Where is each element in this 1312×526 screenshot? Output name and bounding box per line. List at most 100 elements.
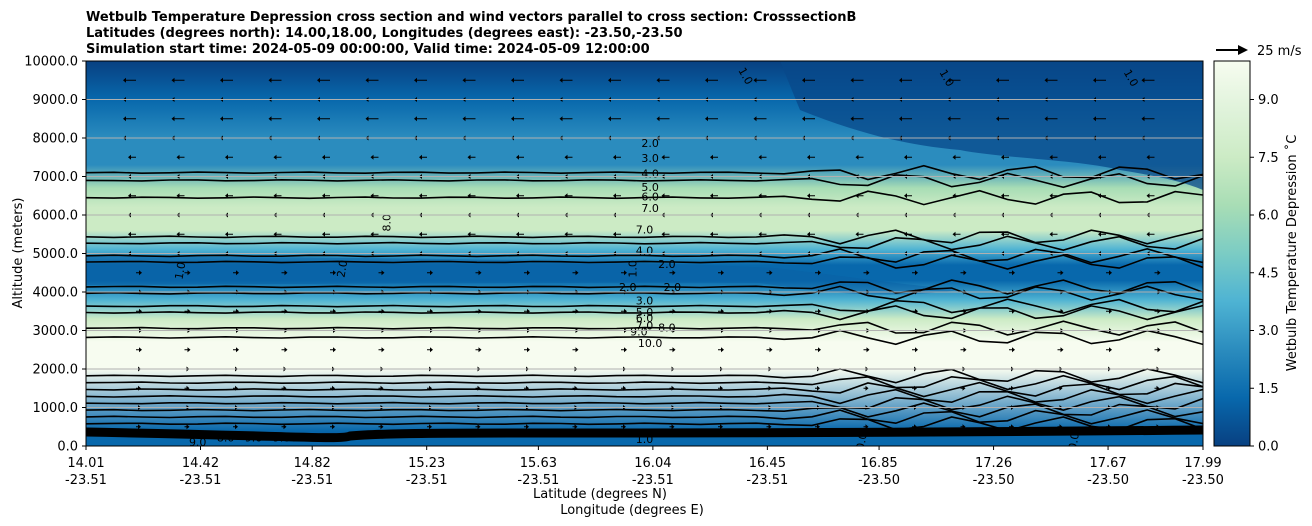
wind-vector-arrowhead <box>575 270 579 276</box>
wind-vector-arrowhead <box>380 385 384 391</box>
wind-vector-arrowhead <box>855 193 859 199</box>
wind-vector-arrowhead <box>1001 154 1004 160</box>
wind-vector-arrowhead <box>1060 308 1064 314</box>
wind-vector-arrowhead <box>467 154 471 160</box>
upper-dry-region-east <box>780 61 1203 190</box>
wind-vector-arrowhead <box>236 270 239 276</box>
y-tick-label: 6000.0 <box>33 209 79 224</box>
contour-line <box>86 254 1203 270</box>
wind-vector-arrowhead <box>462 77 466 83</box>
surface-contour-band <box>86 425 1203 443</box>
wind-vector-arrowhead <box>139 347 142 353</box>
wind-vector-arrowhead <box>1044 77 1048 83</box>
chart-title-line-3: Simulation start time: 2024-05-09 00:00:… <box>86 42 650 57</box>
wind-vector-arrowhead <box>430 270 433 276</box>
wind-vector-arrowhead <box>527 270 530 276</box>
wind-vector-arrowhead <box>268 116 272 122</box>
contour-lines <box>86 164 1203 443</box>
colorbar-tick-label: 9.0 <box>1258 93 1279 108</box>
wind-vector-arrowhead <box>817 385 820 391</box>
wind-vector-arrowhead <box>419 193 422 199</box>
wind-vector-arrowhead <box>855 231 859 237</box>
wind-vector-arrowhead <box>575 308 579 314</box>
wind-vector-arrowhead <box>963 270 967 276</box>
contour-labels: 1.0 1.0 1.02.03.04.05.06.07.08.0 7.04.02.01… <box>173 65 1141 451</box>
contour-line <box>86 164 1203 181</box>
contour-label: 0.0 <box>636 427 654 440</box>
wind-vector-arrowhead <box>365 77 369 83</box>
wind-vector-arrowhead <box>952 193 956 199</box>
wind-vector-arrowhead <box>850 116 854 122</box>
wind-vector-arrowhead <box>753 116 757 122</box>
y-axis-label: Altitude (meters) <box>11 198 26 309</box>
x-tick-label-lat: 16.85 <box>860 456 897 471</box>
wind-vector-arrowhead <box>322 193 325 199</box>
chart-title-line-2: Latitudes (degrees north): 14.00,18.00, … <box>86 26 683 41</box>
wind-vector-arrowhead <box>128 231 131 237</box>
wind-vector-arrowhead <box>1156 385 1160 391</box>
wind-vector-arrowhead <box>236 308 239 314</box>
contour-line <box>86 189 1203 206</box>
wind-vector-arrowhead <box>947 116 951 122</box>
y-tick-label: 3000.0 <box>33 324 79 339</box>
y-tick-label: 9000.0 <box>33 93 79 108</box>
wind-vector-arrowhead <box>235 424 238 430</box>
wind-vector-arrowhead <box>963 308 967 314</box>
x-tick-label-lon: -23.51 <box>406 473 448 488</box>
wind-vector-arrowhead <box>430 347 433 353</box>
wind-vector-arrowhead <box>477 385 481 391</box>
wind-vector-arrowhead <box>1093 77 1096 83</box>
wind-vector-arrowhead <box>996 116 999 122</box>
contour-label: 2.0 <box>334 259 350 278</box>
wind-vector-arrowhead <box>564 231 568 237</box>
wind-vector-arrowhead <box>527 347 530 353</box>
wind-vector-arrowhead <box>866 270 870 276</box>
wind-vector-arrowhead <box>720 424 723 430</box>
contour-label: 10.0 <box>292 431 317 444</box>
wind-vector-arrowhead <box>769 308 773 314</box>
contour-label: 0.0 <box>1066 432 1082 451</box>
y-tick-label: 4000.0 <box>33 286 79 301</box>
wind-vector-arrowhead <box>721 270 724 276</box>
wind-vector-arrowhead <box>962 424 966 430</box>
x-tick-label-lat: 17.99 <box>1184 456 1221 471</box>
colorbar: 0.0 1.5 3.0 4.5 6.0 7.5 9.0 Wetbulb Temperatur… <box>1213 60 1300 455</box>
wind-vector-arrowhead <box>915 270 918 276</box>
x-tick-label-lon: -23.50 <box>1087 473 1129 488</box>
wind-vector-arrowhead <box>768 385 772 391</box>
wind-vector-arrowhead <box>273 231 277 237</box>
contour-label: 8.0 <box>658 322 676 335</box>
wind-vector-arrowhead <box>1049 154 1053 160</box>
wind-vector-arrowhead <box>564 154 568 160</box>
wind-vector-arrowhead <box>758 154 762 160</box>
contour-line <box>86 235 1203 252</box>
colorbar-tick-label: 7.5 <box>1258 151 1279 166</box>
wind-vector-arrowhead <box>624 308 627 314</box>
wind-vector-arrowhead <box>866 308 870 314</box>
wind-vector-arrowhead <box>1049 231 1053 237</box>
colorbar-label: Wetbulb Temperature Depression ˚C <box>1284 135 1300 372</box>
wind-vector-arrowhead <box>899 116 902 122</box>
wind-vector-arrowhead <box>850 77 854 83</box>
wind-vector-arrowhead <box>429 385 432 391</box>
contour-label: 7.0 <box>641 202 659 215</box>
wind-vector-arrowhead <box>419 231 422 237</box>
contour-line <box>86 329 1203 346</box>
wind-vector-arrowhead <box>1060 347 1064 353</box>
wind-vector-arrowhead <box>516 154 519 160</box>
y-tick-label: 0.0 <box>57 440 78 455</box>
wind-vector-arrowhead <box>516 193 519 199</box>
contour-line <box>86 298 1203 314</box>
wind-vector-arrowhead <box>904 231 907 237</box>
wind-vector-arrowhead <box>1093 116 1096 122</box>
colorbar-tick-label: 0.0 <box>1258 440 1279 455</box>
wind-vector-arrowhead <box>613 193 616 199</box>
x-tick-label-lat: 14.01 <box>67 456 104 471</box>
wind-vector-arrowhead <box>176 231 180 237</box>
wind-vector-arrowhead <box>661 193 665 199</box>
contour-label: 9.0 <box>245 431 263 444</box>
contour-label: 9.0 <box>189 436 207 449</box>
wind-vector-arrowhead <box>672 270 676 276</box>
wind-vector-arrowhead <box>613 154 616 160</box>
wind-vector-arrowhead <box>608 116 611 122</box>
